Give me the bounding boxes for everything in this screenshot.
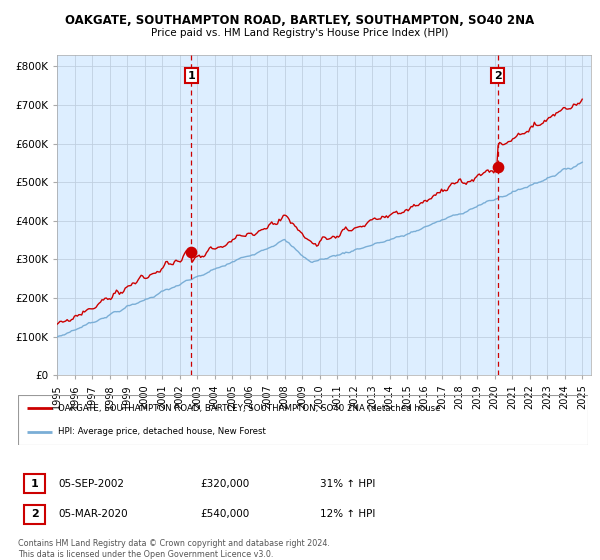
Text: Contains HM Land Registry data © Crown copyright and database right 2024.
This d: Contains HM Land Registry data © Crown c… bbox=[18, 539, 330, 559]
Point bbox=[187, 247, 196, 256]
Text: OAKGATE, SOUTHAMPTON ROAD, BARTLEY, SOUTHAMPTON, SO40 2NA: OAKGATE, SOUTHAMPTON ROAD, BARTLEY, SOUT… bbox=[65, 14, 535, 27]
FancyBboxPatch shape bbox=[24, 474, 46, 493]
Text: Price paid vs. HM Land Registry's House Price Index (HPI): Price paid vs. HM Land Registry's House … bbox=[151, 28, 449, 38]
Text: 05-SEP-2002: 05-SEP-2002 bbox=[58, 479, 124, 488]
Text: 05-MAR-2020: 05-MAR-2020 bbox=[58, 510, 128, 519]
Text: HPI: Average price, detached house, New Forest: HPI: Average price, detached house, New … bbox=[58, 427, 266, 436]
Text: 1: 1 bbox=[31, 479, 38, 488]
Text: 12% ↑ HPI: 12% ↑ HPI bbox=[320, 510, 376, 519]
Text: £320,000: £320,000 bbox=[200, 479, 250, 488]
Text: 1: 1 bbox=[187, 71, 195, 81]
Text: £540,000: £540,000 bbox=[200, 510, 250, 519]
Text: 2: 2 bbox=[31, 510, 38, 519]
Text: 2: 2 bbox=[494, 71, 502, 81]
FancyBboxPatch shape bbox=[24, 505, 46, 524]
Text: 31% ↑ HPI: 31% ↑ HPI bbox=[320, 479, 376, 488]
Text: OAKGATE, SOUTHAMPTON ROAD, BARTLEY, SOUTHAMPTON, SO40 2NA (detached house: OAKGATE, SOUTHAMPTON ROAD, BARTLEY, SOUT… bbox=[58, 404, 440, 413]
Point bbox=[493, 162, 502, 171]
